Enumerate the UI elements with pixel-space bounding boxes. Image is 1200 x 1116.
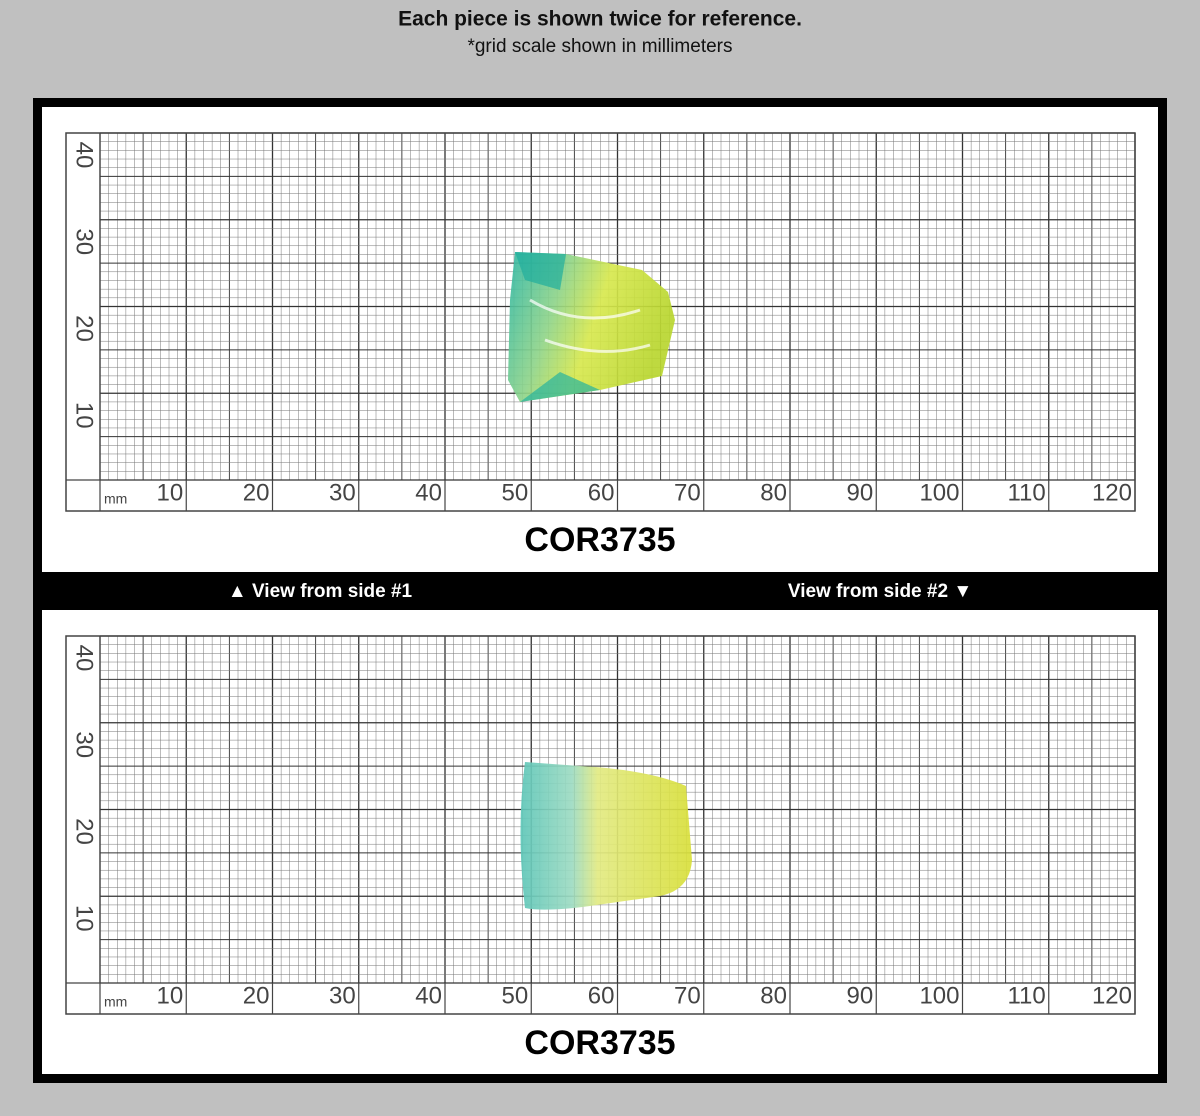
x-label: 20 <box>243 479 270 506</box>
x-label: 120 <box>1092 982 1132 1009</box>
ruler-border <box>65 132 1136 512</box>
piece-code: COR3735 <box>524 521 675 559</box>
y-label: 40 <box>71 645 98 672</box>
y-label: 10 <box>71 402 98 429</box>
y-label: 30 <box>71 228 98 255</box>
x-label: 80 <box>760 982 787 1009</box>
x-label: 40 <box>415 982 442 1009</box>
title: Each piece is shown twice for reference. <box>398 8 802 31</box>
x-label: 70 <box>674 479 701 506</box>
x-label: 60 <box>588 479 615 506</box>
y-label: 10 <box>71 905 98 932</box>
ruler-unit: mm <box>104 994 127 1010</box>
ruler-border <box>65 635 1136 1015</box>
x-label: 30 <box>329 479 356 506</box>
x-label: 100 <box>919 982 959 1009</box>
x-label: 50 <box>502 479 529 506</box>
x-label: 40 <box>415 479 442 506</box>
x-label: 20 <box>243 982 270 1009</box>
x-label: 10 <box>157 479 184 506</box>
x-label: 50 <box>502 982 529 1009</box>
gem-bottom <box>520 762 692 910</box>
divider-right: View from side #2 ▼ <box>788 581 972 602</box>
y-label: 40 <box>71 142 98 169</box>
subtitle: *grid scale shown in millimeters <box>467 36 732 57</box>
ruler-grid: mm 10 20 30 40 50 60 70 80 90 100 110 120 40 30 20 10 COR… <box>65 635 1136 1062</box>
x-label: 30 <box>329 982 356 1009</box>
x-label: 110 <box>1007 982 1045 1009</box>
x-label: 10 <box>157 982 184 1009</box>
divider-left: ▲ View from side #1 <box>228 581 413 602</box>
y-label: 20 <box>71 818 98 845</box>
x-label: 90 <box>847 479 874 506</box>
gem-top <box>508 252 675 402</box>
x-label: 110 <box>1007 479 1045 506</box>
x-label: 60 <box>588 982 615 1009</box>
y-label: 30 <box>71 731 98 758</box>
x-label: 70 <box>674 982 701 1009</box>
ruler-unit: mm <box>104 491 127 507</box>
y-label: 20 <box>71 315 98 342</box>
x-label: 100 <box>919 479 959 506</box>
piece-code: COR3735 <box>524 1024 675 1062</box>
x-label: 120 <box>1092 479 1132 506</box>
x-label: 80 <box>760 479 787 506</box>
x-label: 90 <box>847 982 874 1009</box>
